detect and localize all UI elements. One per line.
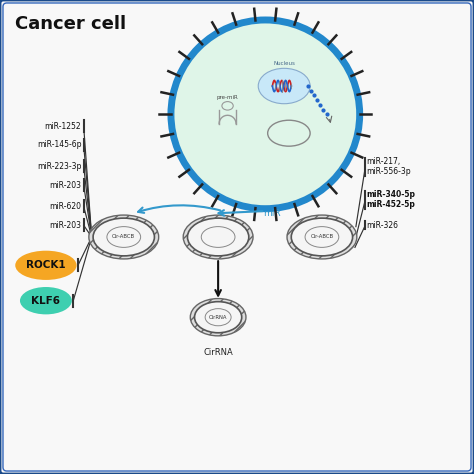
Ellipse shape <box>291 218 353 256</box>
Text: miR: miR <box>263 209 281 218</box>
Ellipse shape <box>183 215 253 259</box>
Text: ROCK1: ROCK1 <box>26 260 66 270</box>
Text: miR-223-3p: miR-223-3p <box>37 162 82 171</box>
Text: miR-203: miR-203 <box>49 181 82 190</box>
Text: Cancer cell: Cancer cell <box>15 15 127 33</box>
Ellipse shape <box>187 218 249 256</box>
Text: pre-miR: pre-miR <box>217 95 238 100</box>
Text: miR-145-6p: miR-145-6p <box>37 140 82 149</box>
Ellipse shape <box>20 287 72 314</box>
Ellipse shape <box>287 215 357 259</box>
Text: miR-620: miR-620 <box>49 202 82 211</box>
Ellipse shape <box>190 299 246 336</box>
Text: Cir-ABCB: Cir-ABCB <box>112 235 136 239</box>
Text: CirRNA: CirRNA <box>209 315 228 319</box>
Text: Nucleus: Nucleus <box>273 61 295 66</box>
Ellipse shape <box>93 218 155 256</box>
Text: miR-326: miR-326 <box>367 221 399 230</box>
Text: miR-452-5p: miR-452-5p <box>367 201 416 210</box>
Text: miR-1252: miR-1252 <box>45 122 82 131</box>
Text: miR-556-3p: miR-556-3p <box>367 167 411 176</box>
Ellipse shape <box>194 301 242 333</box>
Text: KLF6: KLF6 <box>31 296 60 306</box>
Text: miR-217,: miR-217, <box>367 157 401 166</box>
Ellipse shape <box>171 20 360 209</box>
Ellipse shape <box>89 215 159 259</box>
Ellipse shape <box>15 251 77 280</box>
Text: CirRNA: CirRNA <box>203 348 233 357</box>
Text: miR-203: miR-203 <box>49 221 82 230</box>
Text: Cir-ABCB: Cir-ABCB <box>310 235 334 239</box>
Text: miR-340-5p: miR-340-5p <box>367 190 416 199</box>
Ellipse shape <box>258 68 310 104</box>
